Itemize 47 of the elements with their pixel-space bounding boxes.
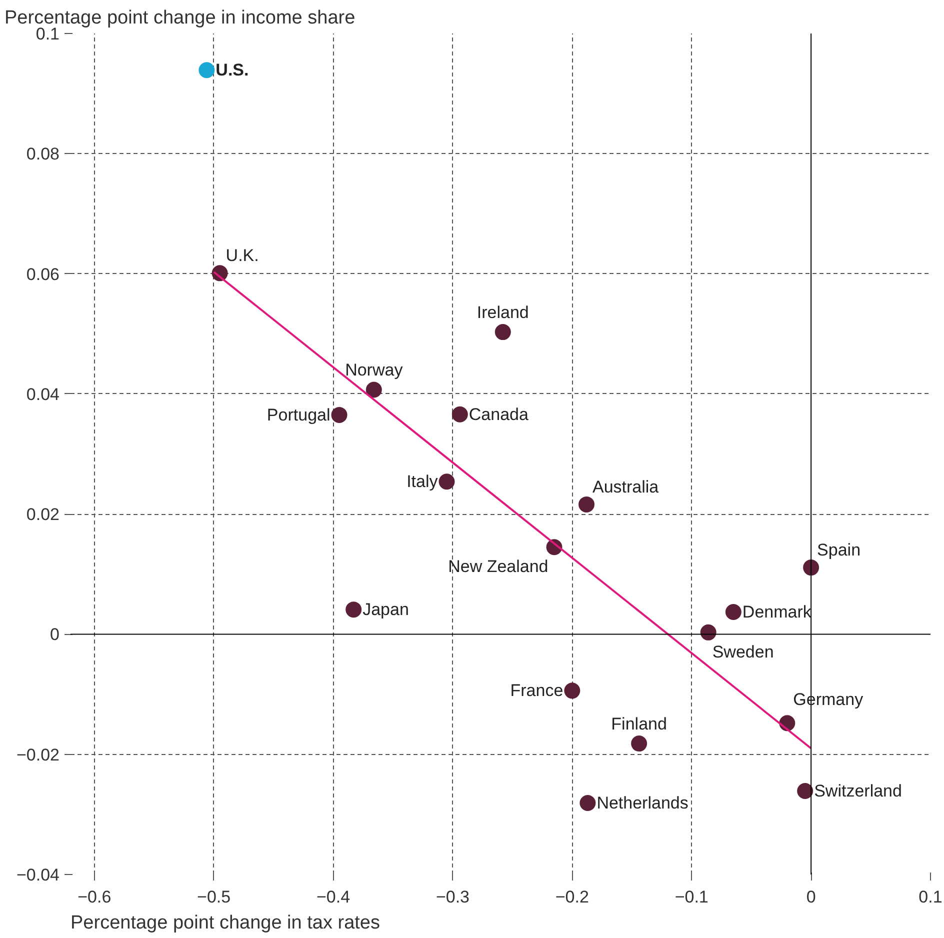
point: [346, 602, 362, 618]
annotation: Australia: [592, 477, 660, 496]
point: [700, 624, 716, 640]
x-tick-label: −0.3: [436, 888, 470, 906]
x-tick-label: −0.4: [316, 888, 350, 906]
point: [494, 324, 511, 340]
annotation: Finland: [611, 714, 667, 734]
y-tick-label: 0.04: [26, 384, 60, 404]
annotation: New Zealand: [448, 557, 548, 576]
annotation: Spain: [817, 540, 861, 560]
x-tick-label: −0.6: [78, 888, 112, 906]
annotation: Norway: [345, 360, 404, 380]
annotation: France: [510, 681, 564, 700]
y-tick-label: −0.04: [16, 866, 60, 884]
x-axis-title: Percentage point change in tax rates: [70, 912, 380, 934]
y-tick-label: 0.02: [26, 505, 60, 524]
y-tick-label: 0.08: [26, 144, 60, 164]
point: [366, 382, 382, 398]
annotation: Japan: [362, 600, 409, 620]
point: [580, 795, 596, 811]
annotation: U.K.: [226, 246, 259, 266]
x-tick-label: −0.1: [674, 888, 708, 906]
x-tick-label: −0.2: [555, 888, 589, 906]
x-tick-label: 0.1: [918, 888, 942, 906]
point: [452, 406, 468, 422]
annotation: U.S.: [216, 60, 249, 80]
point: [564, 682, 580, 699]
y-tick-label: −0.02: [16, 745, 60, 764]
annotation: Ireland: [476, 303, 529, 322]
point: [803, 560, 820, 576]
point: [198, 62, 215, 78]
point: [631, 736, 648, 752]
point: [331, 406, 348, 423]
x-tick-label: −0.5: [197, 888, 231, 906]
annotation: Netherlands: [596, 794, 688, 813]
point: [578, 496, 594, 512]
annotation: Portugal: [266, 405, 330, 424]
annotation: Italy: [406, 472, 438, 492]
x-tick-label: 0: [806, 888, 816, 906]
point: [438, 474, 455, 490]
point: [725, 604, 742, 620]
annotation: Switzerland: [814, 782, 902, 800]
y-tick-label: 0.06: [26, 264, 60, 284]
y-tick-label: 0: [50, 625, 60, 644]
annotation: Sweden: [712, 642, 774, 662]
annotation: Canada: [468, 404, 529, 424]
point: [797, 783, 814, 799]
